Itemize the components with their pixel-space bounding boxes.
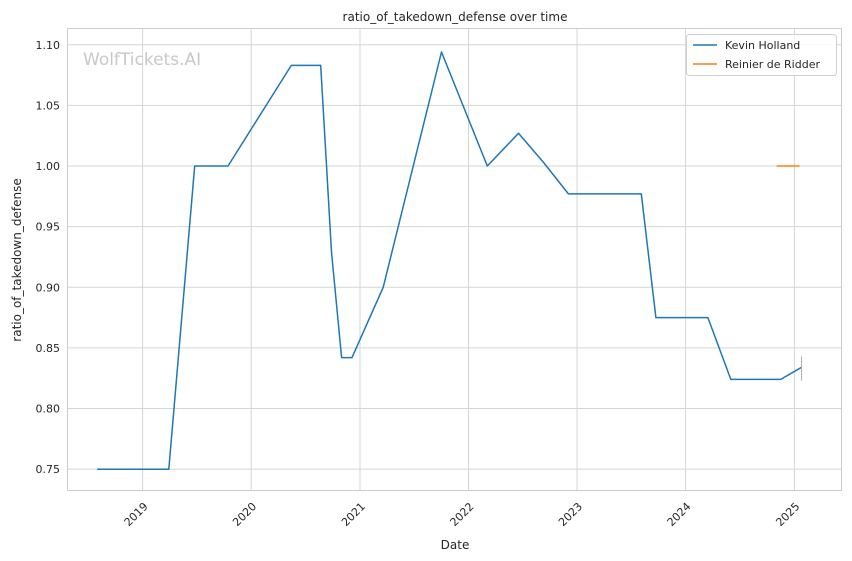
y-axis-ticks: 0.75 0.80 0.85 0.90 0.95 1.00 1.05 1.10 [36, 39, 61, 476]
y-tick-label: 0.95 [36, 221, 61, 234]
legend: Kevin Holland Reinier de Ridder [686, 34, 837, 76]
y-tick-label: 1.10 [36, 39, 61, 52]
series-line-kevin-holland [97, 51, 802, 470]
watermark: WolfTickets.AI [83, 50, 201, 70]
y-tick-label: 1.05 [36, 99, 61, 112]
y-tick-label: 1.00 [36, 160, 61, 173]
legend-box [686, 34, 837, 76]
y-axis-title: ratio_of_takedown_defense [10, 178, 24, 341]
y-tick-label: 0.85 [36, 342, 61, 355]
y-tick-label: 0.90 [36, 281, 61, 294]
y-tick-label: 0.75 [36, 463, 61, 476]
plot-frame [67, 28, 842, 491]
y-tick-label: 0.80 [36, 403, 61, 416]
series-layer [97, 51, 803, 470]
x-axis-title: Date [441, 538, 470, 552]
chart-title: ratio_of_takedown_defense over time [343, 10, 568, 24]
legend-label-kevin-holland: Kevin Holland [725, 39, 800, 52]
legend-label-reinier-de-ridder: Reinier de Ridder [725, 58, 820, 71]
grid-lines [68, 29, 842, 491]
